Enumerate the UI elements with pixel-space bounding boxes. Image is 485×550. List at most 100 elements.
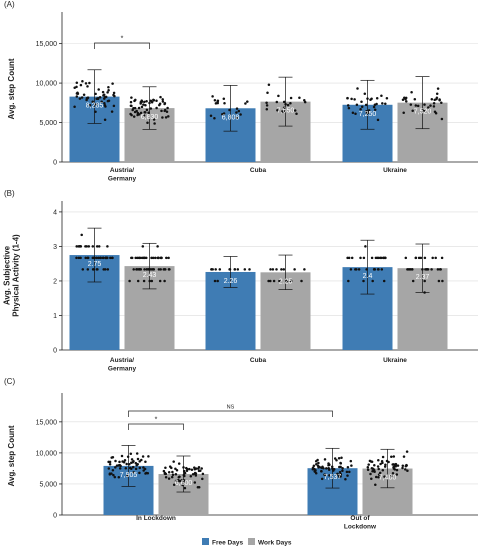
data-point: [143, 268, 146, 271]
data-point: [384, 256, 387, 260]
significance-bracket: [94, 42, 150, 49]
data-point: [280, 268, 283, 271]
data-point: [111, 455, 115, 459]
data-point: [112, 93, 115, 97]
data-point: [277, 94, 280, 98]
data-point: [141, 245, 145, 248]
data-point: [201, 477, 204, 481]
y-tick-label: 4: [53, 209, 57, 216]
data-point: [108, 462, 112, 466]
data-point: [140, 105, 144, 109]
data-point: [410, 91, 413, 94]
data-point: [377, 256, 380, 260]
data-point: [158, 279, 162, 283]
data-point: [165, 256, 168, 260]
data-point: [411, 109, 414, 112]
data-point: [375, 96, 379, 100]
y-tick-label: 0: [53, 513, 57, 520]
data-point: [139, 111, 143, 115]
data-point: [167, 470, 171, 474]
data-point: [404, 97, 407, 101]
data-point: [154, 256, 157, 260]
data-point: [364, 245, 367, 248]
data-point: [91, 245, 95, 248]
data-point: [130, 104, 133, 108]
data-point: [380, 268, 384, 271]
data-point: [436, 87, 440, 90]
data-point: [385, 96, 389, 100]
data-point: [177, 462, 181, 465]
data-point: [218, 268, 222, 271]
data-point: [167, 256, 170, 260]
data-point: [163, 279, 166, 283]
data-point: [152, 118, 156, 121]
data-point: [97, 256, 100, 260]
data-point: [180, 479, 183, 482]
data-point: [114, 459, 117, 463]
data-point: [350, 97, 353, 101]
data-point: [323, 473, 326, 476]
y-tick-label: 0: [53, 348, 57, 355]
data-point: [77, 245, 80, 248]
x-tick-label: Cuba: [250, 167, 267, 174]
data-point: [114, 466, 117, 469]
data-point: [130, 256, 133, 260]
data-point: [190, 468, 194, 472]
data-point: [378, 256, 382, 260]
data-point: [209, 114, 213, 118]
data-point: [211, 95, 214, 98]
data-point: [367, 109, 371, 112]
data-point: [75, 256, 78, 260]
data-point: [100, 100, 103, 104]
data-point: [369, 472, 372, 476]
data-point: [211, 268, 214, 271]
data-point: [88, 81, 91, 85]
bar-value-label: 7,250: [359, 111, 377, 118]
data-point: [86, 96, 90, 99]
data-point: [107, 460, 110, 464]
x-tick-label: Austria/Germany: [108, 357, 137, 373]
data-point: [366, 468, 370, 471]
data-point: [85, 98, 88, 102]
data-point: [201, 472, 205, 476]
data-point: [107, 467, 111, 470]
data-point: [84, 256, 87, 260]
data-point: [359, 256, 362, 260]
data-point: [144, 111, 147, 114]
data-point: [244, 102, 247, 105]
data-point: [325, 467, 328, 470]
x-tick-label: Ukraine: [383, 167, 407, 174]
data-point: [118, 460, 121, 464]
data-point: [129, 100, 133, 104]
data-point: [75, 81, 79, 85]
significance-label: NS: [227, 405, 235, 411]
data-point: [384, 463, 387, 467]
data-point: [183, 471, 187, 475]
data-point: [370, 256, 374, 260]
data-point: [164, 466, 167, 470]
data-point: [340, 456, 343, 460]
bar-value-label: 6,808: [222, 114, 240, 121]
data-point: [166, 106, 169, 110]
data-point: [341, 469, 344, 472]
data-point: [95, 97, 98, 101]
data-point: [86, 256, 89, 260]
data-point: [168, 268, 171, 271]
data-point: [289, 279, 293, 283]
data-point: [112, 104, 116, 108]
data-point: [193, 467, 197, 471]
data-point: [303, 268, 306, 271]
data-point: [312, 464, 316, 467]
data-point: [269, 268, 272, 271]
data-point: [435, 92, 439, 96]
data-point: [394, 465, 397, 468]
data-point: [351, 111, 355, 115]
data-point: [197, 469, 201, 473]
data-point: [113, 475, 117, 479]
data-point: [157, 268, 161, 271]
data-point: [434, 112, 438, 115]
bar-value-label: 2.4: [363, 273, 373, 280]
data-point: [265, 104, 269, 107]
data-point: [335, 459, 338, 462]
data-point: [150, 279, 154, 283]
